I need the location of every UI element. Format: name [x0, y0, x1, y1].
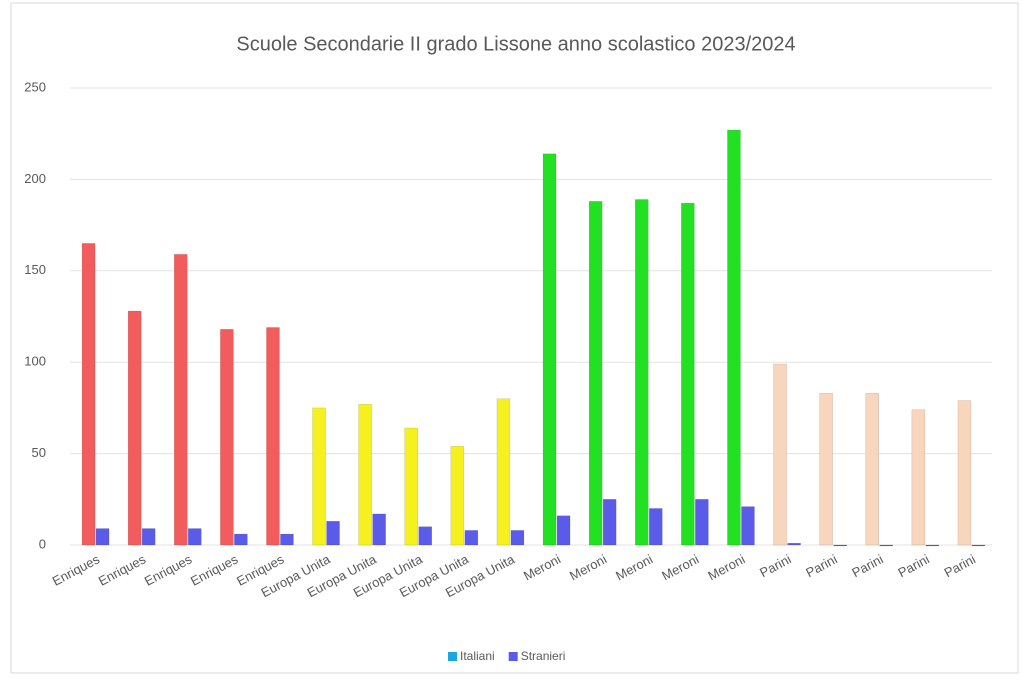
bar: [188, 528, 202, 546]
bar: [312, 407, 326, 546]
bar: [556, 515, 571, 546]
bar: [957, 400, 972, 546]
bar: [833, 544, 847, 547]
bar: [681, 202, 695, 546]
bar: [787, 542, 801, 546]
y-tick-label: 100: [24, 354, 46, 369]
bar: [450, 446, 465, 546]
bar: [280, 533, 294, 546]
legend-swatch: [448, 652, 457, 661]
bar: [496, 398, 511, 546]
chart-title: Scuole Secondarie II grado Lissone anno …: [236, 33, 795, 55]
y-tick-label: 150: [24, 262, 46, 277]
bar: [464, 530, 479, 546]
bar: [635, 199, 649, 546]
y-tick-label: 250: [24, 79, 46, 94]
bar: [602, 499, 617, 546]
legend-label: Italiani: [460, 649, 495, 663]
bar: [727, 129, 741, 546]
bar: [819, 393, 833, 546]
bar: [911, 409, 926, 546]
bar: [358, 403, 372, 546]
bar: [266, 327, 280, 546]
bar: [741, 506, 755, 546]
bar: [234, 533, 248, 546]
bar: [372, 513, 386, 546]
bar: [81, 243, 96, 546]
bar: [695, 499, 709, 546]
bar: [326, 520, 340, 546]
bar: [971, 544, 986, 547]
bar: [418, 526, 432, 546]
bar: [649, 508, 663, 546]
y-tick-label: 0: [39, 536, 46, 551]
bar: [404, 427, 418, 546]
bar: [127, 310, 142, 546]
bar: [510, 530, 525, 546]
y-tick-label: 200: [24, 171, 46, 186]
legend-swatch: [508, 652, 518, 661]
bar: [141, 528, 156, 546]
bar: [95, 528, 110, 546]
legend-label: Stranieri: [521, 649, 566, 663]
bar: [925, 544, 940, 547]
bar: [588, 201, 603, 546]
bar: [865, 393, 879, 546]
bar: [879, 544, 893, 547]
bar: [773, 363, 787, 546]
bar: [174, 254, 188, 546]
y-tick-label: 50: [32, 445, 46, 460]
bar: [542, 153, 557, 546]
bar: [220, 329, 234, 546]
